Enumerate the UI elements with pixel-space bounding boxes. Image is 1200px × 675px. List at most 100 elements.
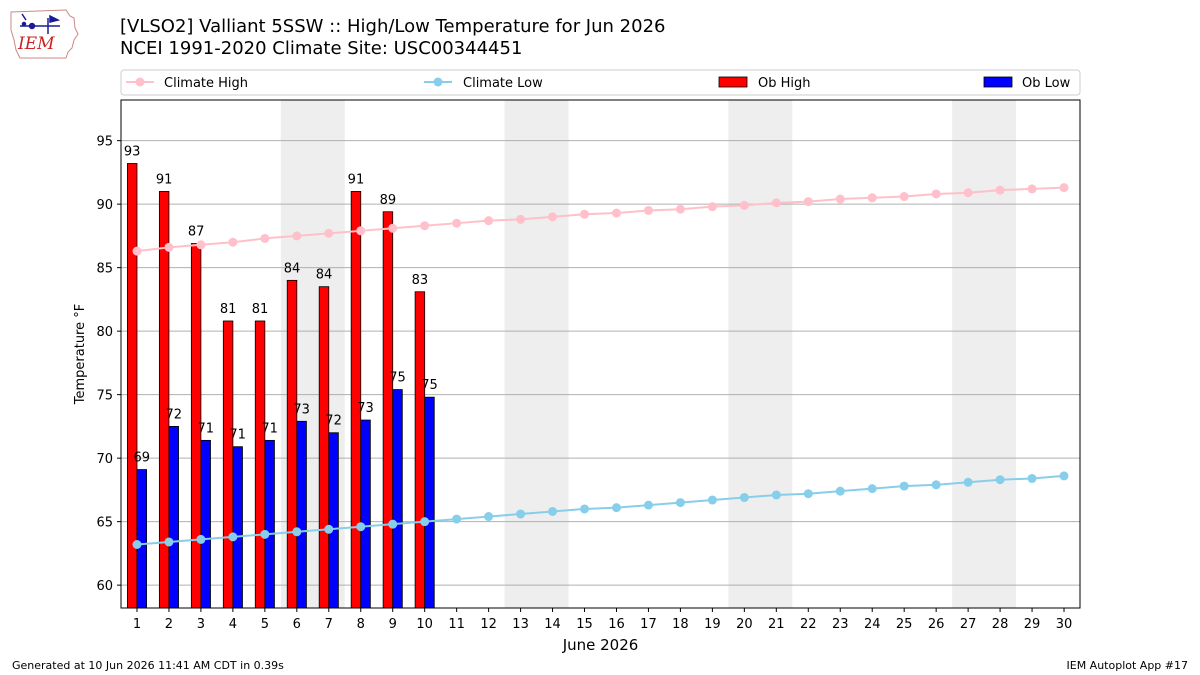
generated-timestamp: Generated at 10 Jun 2026 11:41 AM CDT in… [12, 659, 284, 672]
x-tick-label-24: 24 [864, 617, 881, 632]
autoplot-app-label: IEM Autoplot App #17 [1066, 659, 1189, 672]
x-tick-label-1: 1 [133, 617, 141, 632]
climate-high-point-28 [995, 185, 1005, 195]
x-axis-label: June 2026 [562, 636, 639, 654]
ob-low-bar-6 [296, 420, 307, 609]
ob-low-bar-1 [136, 469, 147, 609]
ob-high-label-7: 84 [316, 268, 333, 283]
climate-lines [132, 183, 1069, 549]
ob-high-label-4: 81 [220, 302, 237, 317]
x-tick-label-6: 6 [293, 617, 301, 632]
climate-low-point-28 [995, 475, 1005, 485]
ob-high-label-10: 83 [412, 273, 429, 288]
ob-low-bar-4 [232, 446, 243, 609]
climate-high-point-23 [835, 194, 845, 204]
ob-low-label-1: 69 [134, 451, 151, 466]
x-tick-label-30: 30 [1056, 617, 1073, 632]
climate-high-point-4 [228, 237, 238, 247]
y-tick-label-75: 75 [96, 389, 113, 404]
iowa-state-outline [10, 9, 79, 59]
x-tick-label-8: 8 [357, 617, 365, 632]
y-tick-label-60: 60 [96, 579, 113, 594]
ob-high-bar-4 [222, 320, 234, 609]
climate-low-point-30 [1059, 471, 1069, 481]
climate-high-point-11 [452, 218, 462, 228]
climate-low-point-29 [1027, 473, 1037, 483]
climate-low-point-20 [739, 493, 749, 503]
ob-low-bar-9 [392, 389, 403, 609]
y-tick-label-65: 65 [96, 516, 113, 531]
y-tick-label-85: 85 [96, 262, 113, 277]
legend: Climate High Climate Low Ob High Ob Low [120, 69, 1081, 96]
x-tick-label-13: 13 [512, 617, 529, 632]
ob-high-bar-10 [414, 291, 426, 609]
ob-low-bar-10 [424, 396, 435, 609]
legend-climate-low-label: Climate Low [463, 76, 543, 91]
ob-low-label-10: 75 [421, 378, 438, 393]
plot-frame [120, 99, 1081, 609]
ob-high-bar-9 [382, 211, 394, 609]
climate-low-point-13 [516, 509, 526, 519]
climate-low-point-27 [963, 477, 973, 487]
climate-low-point-14 [548, 506, 558, 516]
climate-high-point-14 [548, 212, 558, 222]
bar-series [126, 163, 435, 609]
weekend-band-2 [728, 100, 793, 608]
x-tick-label-9: 9 [389, 617, 397, 632]
ob-high-label-5: 81 [252, 302, 269, 317]
climate-low-point-9 [388, 519, 398, 529]
x-tick-label-3: 3 [197, 617, 205, 632]
chart-title: [VLSO2] Valliant 5SSW :: High/Low Temper… [120, 16, 666, 37]
climate-low-point-4 [228, 532, 238, 542]
climate-low-point-16 [611, 503, 621, 513]
climate-high-point-10 [420, 221, 430, 231]
chart-title-block: [VLSO2] Valliant 5SSW :: High/Low Temper… [120, 16, 665, 60]
legend-ob-low-swatch [983, 76, 1013, 88]
bar-value-labels: 93 91 87 81 81 84 84 91 89 83 69 72 71 71 71 73 72 73 75 75 [124, 145, 438, 466]
climate-low-line [136, 474, 1065, 546]
climate-low-point-19 [707, 495, 717, 505]
ob-low-bar-7 [328, 432, 339, 609]
climate-low-point-21 [771, 490, 781, 500]
x-tick-label-7: 7 [325, 617, 333, 632]
climate-low-point-6 [292, 527, 302, 537]
climate-low-point-26 [931, 480, 941, 490]
climate-high-point-15 [580, 209, 590, 219]
climate-high-line [136, 186, 1065, 253]
climate-high-point-21 [771, 198, 781, 208]
x-tick-label-20: 20 [736, 617, 753, 632]
ob-high-label-8: 91 [348, 172, 365, 187]
ob-low-label-2: 72 [165, 407, 182, 422]
ob-high-label-3: 87 [188, 225, 205, 240]
ob-low-label-4: 71 [229, 428, 246, 443]
x-tick-label-19: 19 [704, 617, 721, 632]
climate-low-point-12 [484, 512, 494, 522]
y-tick-label-70: 70 [96, 452, 113, 467]
climate-low-point-7 [324, 524, 334, 534]
ob-high-label-6: 84 [284, 261, 301, 276]
ob-high-label-2: 91 [156, 172, 173, 187]
climate-high-point-8 [356, 226, 366, 236]
climate-low-point-5 [260, 529, 270, 539]
legend-climate-low-marker [433, 77, 443, 87]
climate-low-point-2 [164, 537, 174, 547]
climate-high-point-27 [963, 188, 973, 198]
climate-low-point-3 [196, 534, 206, 544]
climate-high-point-22 [803, 197, 813, 207]
weekend-band-3 [952, 100, 1017, 608]
y-axis-label: Temperature °F [73, 304, 88, 405]
x-tick-label-18: 18 [672, 617, 689, 632]
climate-high-point-18 [675, 204, 685, 214]
climate-low-point-22 [803, 489, 813, 499]
climate-low-point-15 [580, 504, 590, 514]
weekend-band-1 [504, 100, 569, 608]
ob-low-label-5: 71 [261, 421, 278, 436]
x-tick-label-21: 21 [768, 617, 785, 632]
x-tick-label-16: 16 [608, 617, 625, 632]
climate-high-point-7 [324, 228, 334, 238]
y-tick-label-95: 95 [96, 135, 113, 150]
climate-high-point-16 [611, 208, 621, 218]
legend-climate-high-marker [135, 77, 145, 87]
climate-high-point-13 [516, 214, 526, 224]
